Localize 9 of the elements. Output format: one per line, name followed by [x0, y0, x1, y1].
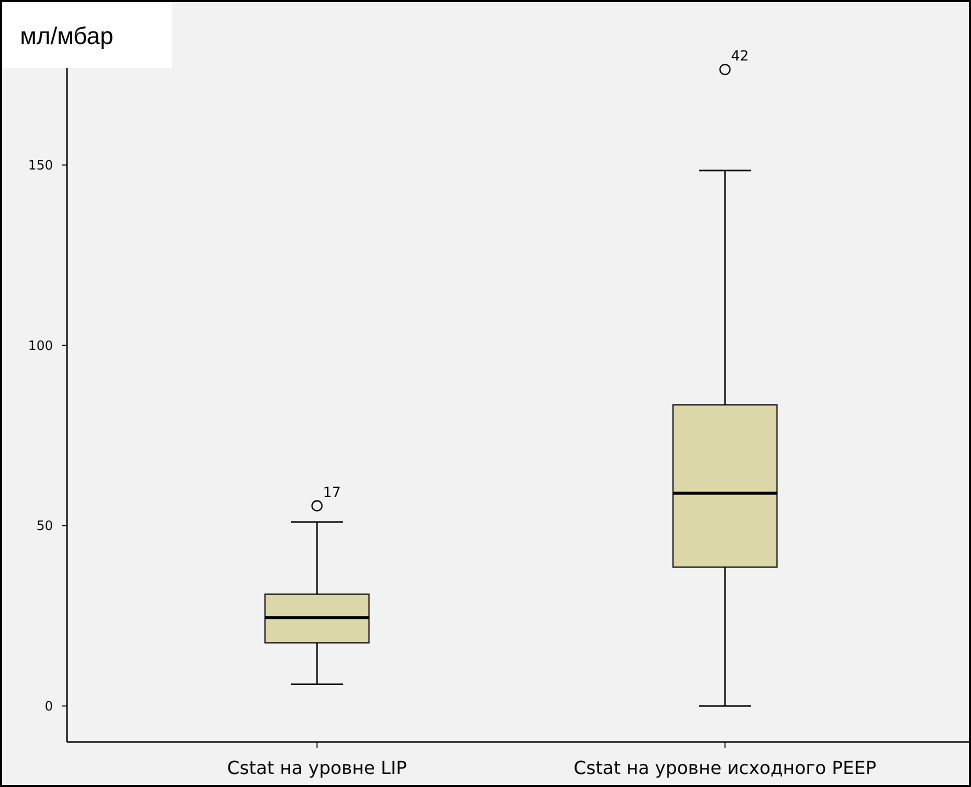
annotation: 42	[731, 48, 749, 64]
annotation: 17	[323, 484, 341, 501]
y-tick-label: 0	[44, 699, 53, 714]
x-tick-label: Cstat на уровне исходного PEEP	[574, 758, 877, 779]
y-tick-label: 50	[36, 519, 53, 534]
x-tick-label: Cstat на уровне LIP	[227, 758, 408, 779]
y-tick-label: 150	[28, 158, 53, 174]
y-tick-label: 100	[28, 338, 53, 354]
y-axis-title: мл/мбар	[20, 23, 114, 50]
